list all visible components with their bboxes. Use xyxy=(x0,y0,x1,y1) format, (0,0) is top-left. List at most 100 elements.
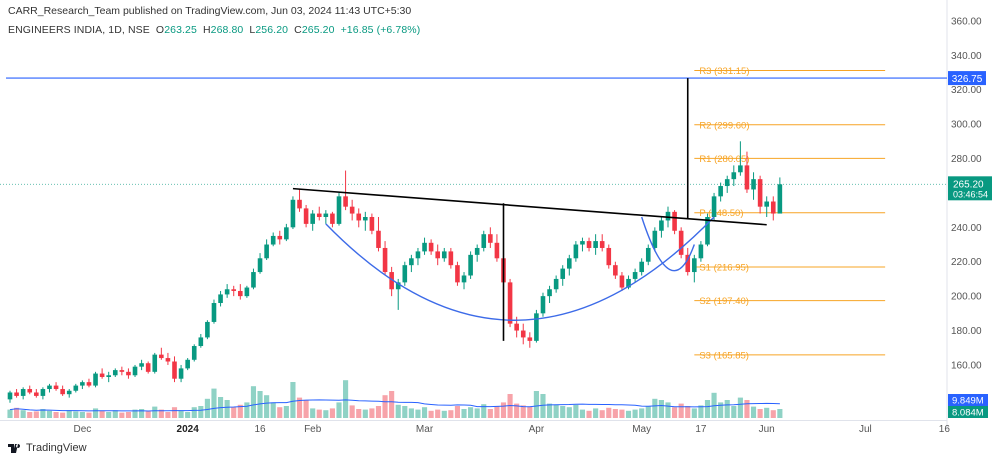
symbol-name: ENGINEERS INDIA, 1D, NSE xyxy=(8,24,150,36)
candle-body xyxy=(402,265,408,283)
candle-body xyxy=(20,389,26,396)
low-value: 256.20 xyxy=(255,24,289,36)
candle xyxy=(566,254,572,276)
volume-bar xyxy=(73,411,79,418)
candle xyxy=(606,244,612,269)
x-tick-label: Jul xyxy=(859,424,872,435)
candle-body xyxy=(461,275,467,283)
pivot-label: R1 (280.05) xyxy=(699,154,749,165)
candle-body xyxy=(455,265,460,283)
candle-body xyxy=(527,337,533,341)
candle xyxy=(363,211,368,231)
volume-bar xyxy=(14,407,20,418)
candle xyxy=(448,247,454,269)
volume-bar xyxy=(53,412,59,418)
volume-bar xyxy=(336,402,342,418)
volume-bar xyxy=(770,410,776,418)
candle-body xyxy=(619,275,625,288)
candle xyxy=(593,234,598,255)
x-tick-label: 2024 xyxy=(177,424,200,435)
candle xyxy=(93,371,98,388)
candle xyxy=(415,247,421,266)
candle-body xyxy=(369,217,375,231)
candle-body xyxy=(363,217,368,221)
volume-bar xyxy=(777,409,783,418)
candle xyxy=(632,268,638,283)
candle xyxy=(139,359,144,371)
candle-body xyxy=(40,389,46,396)
symbol-legend: ENGINEERS INDIA, 1D, NSE O263.25 H268.80… xyxy=(8,24,420,36)
countdown-label: 03:46:54 xyxy=(953,189,988,199)
pivot-label: P (248.50) xyxy=(699,208,743,219)
candle-body xyxy=(586,241,592,248)
volume-bar xyxy=(343,380,349,418)
x-tick-label: Apr xyxy=(529,424,545,435)
volume-bar xyxy=(566,407,572,418)
candle xyxy=(310,210,315,231)
volume-bar xyxy=(323,410,329,418)
volume-bar xyxy=(244,402,250,418)
volume-bar xyxy=(704,400,711,418)
candle-body xyxy=(448,251,454,266)
volume-bar xyxy=(185,412,191,418)
volume-bar xyxy=(652,398,658,418)
candle-body xyxy=(185,359,190,369)
candle-body xyxy=(606,247,612,266)
candle-body xyxy=(639,261,644,273)
candle xyxy=(47,383,52,393)
volume-bar xyxy=(731,406,737,418)
candle xyxy=(507,278,513,328)
candle-body xyxy=(34,392,39,396)
volume-bar xyxy=(599,410,605,418)
candle-body xyxy=(382,247,388,273)
candle xyxy=(336,192,342,226)
x-tick-label: May xyxy=(632,424,651,435)
volume-bar xyxy=(290,382,296,418)
candle-body xyxy=(343,196,348,207)
volume-bar xyxy=(612,409,618,418)
candle-body xyxy=(277,235,283,240)
candle xyxy=(698,241,704,262)
tradingview-brand: TradingView xyxy=(26,442,87,454)
x-tick-label: 16 xyxy=(254,424,266,435)
candle-body xyxy=(244,287,250,297)
volume-bar xyxy=(454,406,461,418)
volume-bar xyxy=(296,397,303,418)
candle-body xyxy=(198,337,204,347)
close-value: 265.20 xyxy=(301,24,335,36)
volume-bar xyxy=(152,406,158,418)
candle xyxy=(185,358,190,371)
candle-body xyxy=(251,272,256,288)
candle-body xyxy=(53,385,59,390)
volume-bar xyxy=(204,398,210,418)
volume-bar xyxy=(389,391,395,418)
candle-body xyxy=(731,172,737,180)
candle-body xyxy=(678,230,684,255)
volume-bar xyxy=(500,402,507,418)
candle xyxy=(455,261,460,286)
y-tick-label: 200.00 xyxy=(951,292,982,303)
volume-bar xyxy=(310,408,316,418)
candle xyxy=(152,352,158,374)
candle-body xyxy=(488,234,493,243)
y-tick-label: 320.00 xyxy=(951,85,982,96)
candle-body xyxy=(27,389,33,393)
volume-bar xyxy=(356,409,362,418)
volume-bar xyxy=(40,409,46,418)
low-label: L xyxy=(249,24,256,36)
candle xyxy=(224,284,230,298)
candle xyxy=(284,223,289,242)
candle-body xyxy=(626,278,631,288)
candle xyxy=(619,272,625,291)
candle-body xyxy=(744,165,750,190)
candle-body xyxy=(165,358,171,362)
candle-body xyxy=(724,179,730,187)
volume-bar xyxy=(632,409,638,418)
candle-body xyxy=(507,282,513,324)
tradingview-logo[interactable]: TradingView xyxy=(8,442,87,454)
candle xyxy=(553,275,559,293)
candle xyxy=(7,390,13,403)
candle-body xyxy=(7,392,13,400)
candle xyxy=(494,234,500,262)
